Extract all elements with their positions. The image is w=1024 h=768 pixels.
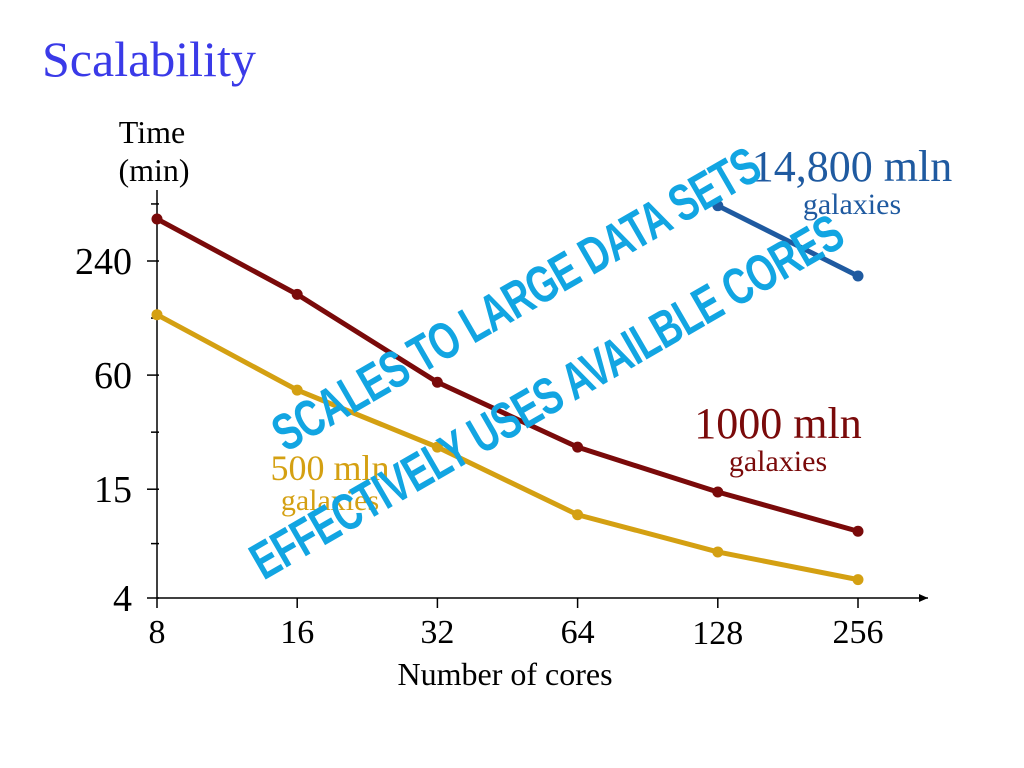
- y-tick-label: 60: [94, 355, 132, 397]
- data-point-2: [852, 270, 864, 282]
- series-sublabel-1: galaxies: [281, 484, 379, 517]
- x-tick-label: 256: [833, 614, 884, 651]
- data-point-0: [431, 376, 443, 388]
- data-point-0: [572, 441, 584, 453]
- series-line-1: [155, 312, 859, 583]
- data-point-1: [572, 509, 584, 521]
- data-point-0: [712, 486, 724, 498]
- data-point-1: [712, 546, 724, 558]
- y-tick-label: 15: [94, 469, 132, 511]
- data-point-1: [431, 441, 443, 453]
- x-tick-label: 32: [420, 614, 454, 651]
- series-sublabel-0: galaxies: [729, 445, 827, 478]
- y-axis-label-line1: Time: [119, 114, 185, 150]
- y-axis-label-line2: (min): [118, 152, 189, 188]
- series-label-1: 500 mln: [270, 448, 389, 488]
- series-label-2: 14,800 mln: [752, 142, 952, 191]
- slide-title: Scalability: [42, 31, 256, 87]
- data-point-1: [852, 574, 864, 586]
- series-line-0: [155, 216, 859, 534]
- data-point-2: [712, 200, 724, 212]
- data-point-1: [291, 384, 303, 396]
- x-tick-label: 128: [692, 615, 743, 652]
- data-point-0: [291, 288, 303, 300]
- series-line-2: [716, 203, 860, 279]
- x-tick-label: 8: [149, 614, 166, 651]
- x-axis-label: Number of cores: [397, 656, 612, 692]
- data-point-0: [151, 213, 163, 225]
- x-tick-label: 64: [561, 614, 595, 651]
- x-tick-label: 16: [280, 614, 314, 651]
- series-label-0: 1000 mln: [694, 399, 861, 448]
- series-sublabel-2: galaxies: [803, 188, 901, 221]
- x-axis-arrow: [919, 594, 928, 602]
- y-tick-label: 4: [113, 578, 132, 620]
- data-point-0: [852, 525, 864, 537]
- data-point-1: [151, 309, 163, 321]
- y-tick-label: 240: [75, 241, 132, 283]
